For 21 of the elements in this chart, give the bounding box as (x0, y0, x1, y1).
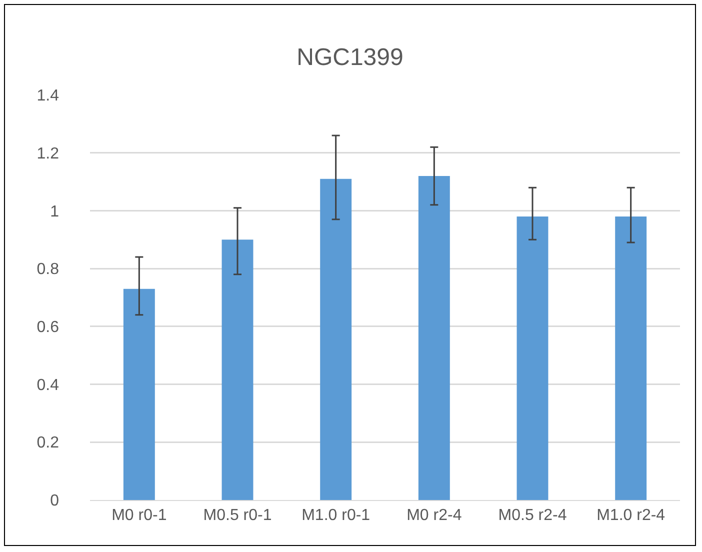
bar (222, 240, 254, 500)
x-tick-label: M0.5 r0-1 (203, 507, 272, 524)
x-tick-label: M1.0 r2-4 (596, 507, 666, 524)
chart-title: NGC1399 (296, 44, 404, 71)
bar (418, 176, 450, 500)
y-tick-label: 0 (50, 492, 60, 510)
y-tick-label: 0.2 (36, 434, 60, 452)
y-tick-label: 0.4 (36, 376, 60, 394)
bar (320, 178, 352, 500)
bar (516, 216, 548, 500)
x-tick-label: M1.0 r0-1 (302, 507, 370, 524)
y-tick-label: 0.8 (36, 261, 60, 278)
bar (123, 288, 155, 500)
x-tick-label: M0 r0-1 (112, 507, 167, 524)
y-tick-label: 1 (50, 203, 60, 220)
x-tick-label: M0 r2-4 (406, 507, 462, 524)
bar (615, 216, 647, 500)
y-tick-label: 1.4 (36, 88, 60, 105)
y-tick-label: 1.2 (36, 145, 60, 162)
y-tick-label: 0.6 (36, 319, 60, 336)
x-tick-label: M0.5 r2-4 (498, 507, 567, 524)
